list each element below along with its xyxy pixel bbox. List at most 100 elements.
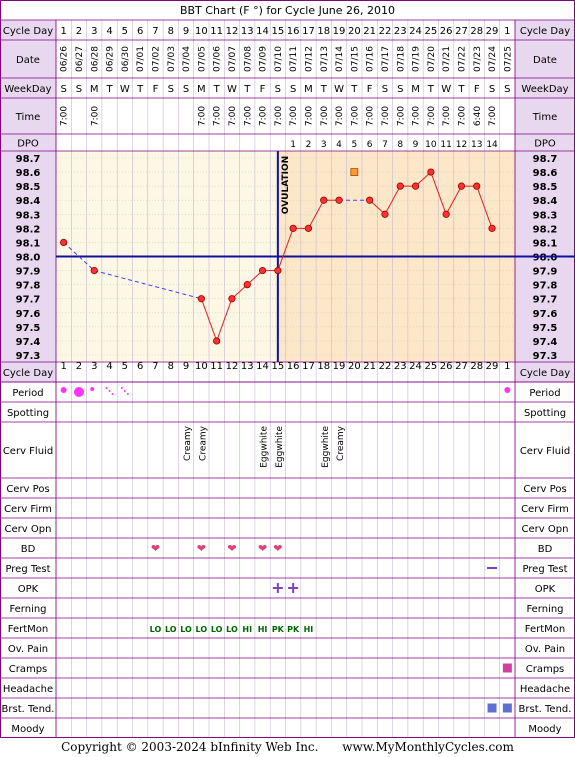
time-label: 7:00 bbox=[457, 106, 467, 126]
weekday-label: S bbox=[183, 84, 189, 95]
y-tick-label-right: 98.7 bbox=[533, 154, 558, 165]
dpo-label: 14 bbox=[486, 140, 498, 150]
date-label: 07/17 bbox=[381, 46, 391, 72]
temp-line-segment bbox=[200, 298, 218, 342]
row-label-cerv_pos: Cerv Pos bbox=[6, 484, 49, 495]
date-label: 07/04 bbox=[182, 46, 192, 72]
date-label: 07/15 bbox=[350, 46, 360, 72]
cycle-day-label: 23 bbox=[394, 26, 407, 37]
time-label: 7:00 bbox=[350, 106, 360, 126]
cycle-day-label-bottom: 19 bbox=[333, 361, 346, 372]
row-label-spotting: Spotting bbox=[7, 408, 49, 419]
cycle-day-label: 1 bbox=[504, 26, 510, 37]
temp-point bbox=[381, 210, 389, 218]
weekday-label: S bbox=[60, 84, 66, 95]
temp-point bbox=[335, 196, 343, 204]
weekday-label: M bbox=[304, 84, 313, 95]
weekday-label: W bbox=[120, 84, 130, 95]
row-label-dpo: DPO bbox=[17, 139, 39, 150]
y-tick-label-right: 98.0 bbox=[533, 253, 558, 264]
chart-title: BBT Chart (F °) for Cycle June 26, 2010 bbox=[180, 4, 395, 17]
dpo-label: 12 bbox=[456, 140, 467, 150]
cycle-day-label-bottom: 1 bbox=[504, 361, 510, 372]
weekday-label: S bbox=[382, 84, 388, 95]
date-label: 07/18 bbox=[396, 46, 406, 72]
row-label-bg bbox=[515, 134, 575, 151]
date-label: 07/10 bbox=[274, 46, 284, 72]
row-label-right-cycle_day-bottom: Cycle Day bbox=[520, 368, 570, 379]
dpo-label: 11 bbox=[440, 140, 451, 150]
y-tick-label-right: 98.2 bbox=[533, 224, 558, 235]
dpo-label: 5 bbox=[351, 140, 357, 150]
temp-point bbox=[213, 337, 221, 345]
cerv-fluid-label: Creamy bbox=[183, 425, 193, 461]
cycle-day-label-bottom: 15 bbox=[271, 361, 284, 372]
cycle-day-label: 9 bbox=[183, 26, 189, 37]
time-label: 7:00 bbox=[289, 106, 299, 126]
cycle-day-label: 11 bbox=[210, 26, 223, 37]
row-label-right-time: Time bbox=[532, 112, 557, 123]
row-label-right-headache: Headache bbox=[520, 684, 570, 695]
y-tick-label-left: 97.8 bbox=[16, 281, 41, 292]
weekday-label: F bbox=[474, 84, 480, 95]
weekday-label: T bbox=[105, 84, 113, 95]
cycle-day-label: 4 bbox=[106, 26, 112, 37]
row-label-headache: Headache bbox=[3, 684, 53, 695]
date-label: 07/02 bbox=[151, 46, 161, 72]
y-tick-label-right: 98.5 bbox=[533, 182, 558, 193]
row-label-bg bbox=[515, 98, 575, 134]
temp-point bbox=[197, 295, 205, 303]
temp-line-segment bbox=[384, 185, 401, 215]
cycle-day-label: 22 bbox=[379, 26, 392, 37]
brst-tend-square bbox=[487, 703, 497, 713]
fertmon-label: LO bbox=[150, 625, 162, 634]
fertmon-label: LO bbox=[196, 625, 208, 634]
time-label: 7:00 bbox=[274, 106, 284, 126]
weekday-label: F bbox=[153, 84, 159, 95]
y-tick-label-left: 97.5 bbox=[16, 323, 41, 334]
date-label: 06/29 bbox=[106, 46, 116, 72]
weekday-label: S bbox=[168, 84, 174, 95]
weekday-label: F bbox=[367, 84, 373, 95]
y-tick-label-right: 97.3 bbox=[533, 351, 558, 362]
date-label: 07/22 bbox=[457, 46, 467, 72]
cycle-day-label-bottom: 16 bbox=[287, 361, 300, 372]
row-label-cerv_firm: Cerv Firm bbox=[4, 504, 52, 515]
site-link[interactable]: www.MyMonthlyCycles.com bbox=[342, 740, 514, 754]
temp-point bbox=[304, 224, 313, 232]
cycle-day-label-bottom: 28 bbox=[470, 361, 483, 372]
cycle-day-label-bottom: 27 bbox=[455, 361, 468, 372]
y-tick-label-right: 97.6 bbox=[533, 309, 558, 320]
row-label-weekday: WeekDay bbox=[4, 84, 51, 95]
y-tick-label-left: 97.7 bbox=[16, 295, 41, 306]
bd-heart-icon: ❤ bbox=[273, 542, 282, 555]
row-label-cerv_fluid: Cerv Fluid bbox=[3, 446, 53, 457]
cycle-day-label-bottom: 5 bbox=[122, 361, 128, 372]
row-label-ov_pain: Ov. Pain bbox=[8, 644, 48, 655]
cycle-day-label: 7 bbox=[152, 26, 158, 37]
time-label: 7:00 bbox=[243, 106, 253, 126]
cycle-day-label-bottom: 24 bbox=[409, 361, 422, 372]
row-label-right-bd: BD bbox=[538, 544, 553, 555]
weekday-label: S bbox=[397, 84, 403, 95]
weekday-label: T bbox=[213, 84, 221, 95]
period-spotting-dot bbox=[126, 393, 129, 395]
row-label-bg bbox=[0, 362, 56, 382]
weekday-label: T bbox=[457, 84, 465, 95]
cycle-day-label-bottom: 6 bbox=[137, 361, 143, 372]
time-label: 6:40 bbox=[473, 106, 483, 126]
cycle-day-label: 28 bbox=[470, 26, 483, 37]
weekday-label: F bbox=[260, 84, 266, 95]
row-label-right-period: Period bbox=[529, 388, 560, 399]
row-label-ferning: Ferning bbox=[9, 604, 46, 615]
y-tick-label-left: 97.6 bbox=[16, 309, 41, 320]
time-label: 7:00 bbox=[427, 106, 437, 126]
row-label-bg bbox=[515, 40, 575, 78]
fertmon-label: LO bbox=[226, 625, 238, 634]
cycle-day-label-bottom: 22 bbox=[379, 361, 392, 372]
cycle-day-label-bottom: 1 bbox=[60, 361, 66, 372]
weekday-label: S bbox=[504, 84, 510, 95]
bd-heart-icon: ❤ bbox=[227, 542, 236, 555]
cycle-day-label-bottom: 2 bbox=[76, 361, 82, 372]
cycle-day-label-bottom: 8 bbox=[168, 361, 174, 372]
